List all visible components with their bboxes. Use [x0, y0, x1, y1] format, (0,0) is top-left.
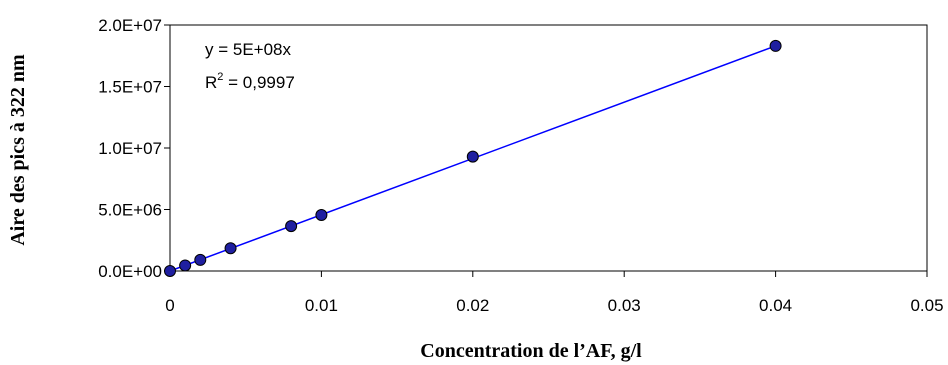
x-tick-label: 0.03 [608, 296, 641, 315]
x-tick-label: 0.01 [305, 296, 338, 315]
x-tick-label: 0.04 [759, 296, 792, 315]
data-point [194, 253, 207, 266]
x-axis: 0 0.01 0.02 0.03 0.04 0.05 [165, 271, 944, 315]
y-tick-label: 1.5E+07 [98, 78, 162, 97]
plot-area [169, 24, 928, 272]
x-tick-label: 0.02 [456, 296, 489, 315]
y-tick-label: 5.0E+06 [98, 201, 162, 220]
r-squared-superscript: 2 [217, 71, 223, 83]
y-axis-title: Aire des pics à 322 nm [7, 54, 29, 246]
y-tick-label: 2.0E+07 [98, 16, 162, 35]
y-tick-label: 1.0E+07 [98, 139, 162, 158]
x-tick-label: 0.05 [910, 296, 943, 315]
y-axis: 0.0E+00 5.0E+06 1.0E+07 1.5E+07 2.0E+07 [98, 16, 170, 281]
x-axis-title: Concentration de l’AF, g/l [420, 340, 642, 362]
r-squared-annotation: R2 = 0,9997 [205, 71, 295, 92]
data-point [164, 265, 176, 277]
equation-annotation: y = 5E+08x [205, 40, 292, 59]
data-point [179, 259, 192, 272]
data-points-layer [164, 39, 782, 277]
data-point [285, 220, 298, 233]
data-point [315, 209, 328, 222]
y-tick-label: 0.0E+00 [98, 262, 162, 281]
data-point [769, 39, 782, 52]
x-tick-label: 0 [165, 296, 174, 315]
r-squared-prefix: R [205, 73, 217, 92]
data-point [466, 150, 479, 163]
data-point [224, 242, 237, 255]
r-squared-value: = 0,9997 [223, 73, 294, 92]
